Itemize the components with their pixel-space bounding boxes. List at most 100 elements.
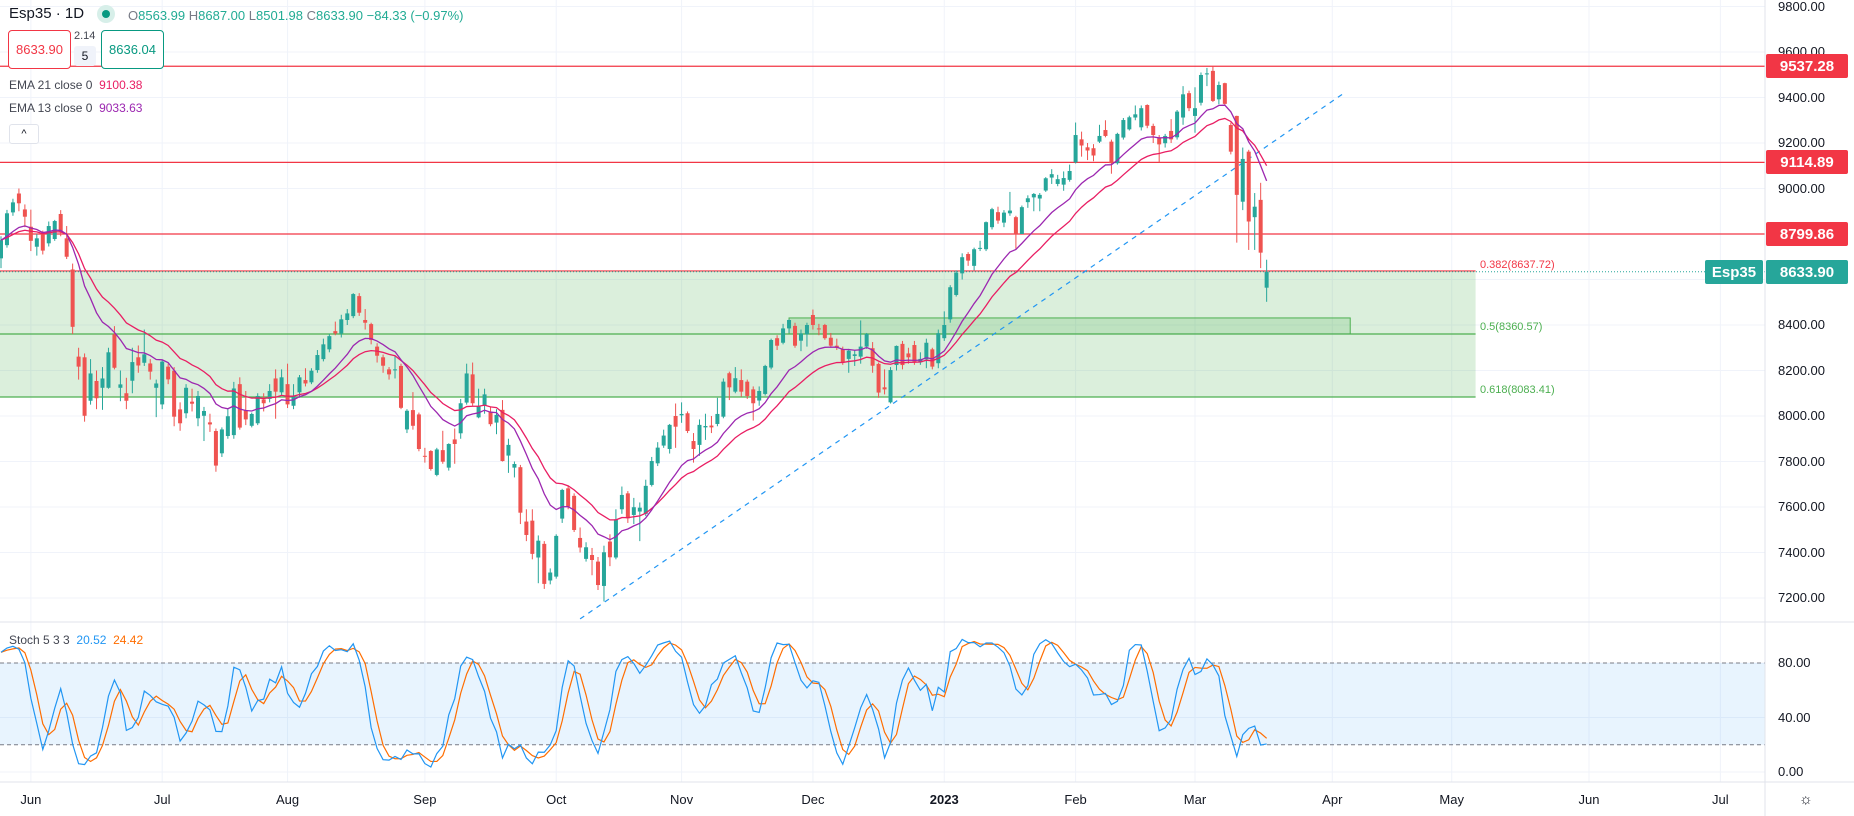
candle bbox=[793, 322, 798, 348]
ema21-line bbox=[0, 117, 1268, 521]
candle-body bbox=[613, 519, 618, 558]
candle bbox=[1049, 169, 1054, 184]
candle bbox=[440, 430, 445, 464]
candle bbox=[0, 236, 3, 269]
candle bbox=[118, 370, 123, 402]
candle-body bbox=[751, 389, 756, 404]
time-tick-label: Dec bbox=[801, 792, 825, 807]
close-label: C bbox=[306, 8, 317, 23]
candle bbox=[769, 338, 774, 370]
candle-body bbox=[709, 425, 714, 428]
candle bbox=[94, 370, 99, 410]
candle bbox=[321, 338, 326, 362]
candle-body bbox=[864, 333, 869, 347]
candle-body bbox=[1240, 158, 1245, 202]
candle bbox=[1240, 147, 1245, 211]
stochastic-pane[interactable] bbox=[0, 638, 1765, 768]
candle bbox=[315, 350, 320, 373]
candle bbox=[888, 367, 893, 404]
gear-icon[interactable]: ☼ bbox=[1799, 791, 1813, 808]
candle-body bbox=[1001, 212, 1006, 223]
candle-body bbox=[279, 377, 284, 393]
candle-body bbox=[930, 349, 935, 367]
candle bbox=[1228, 122, 1233, 155]
candle-body bbox=[404, 410, 409, 430]
candle bbox=[1127, 115, 1132, 131]
candle-body bbox=[942, 325, 947, 339]
candle-body bbox=[231, 388, 236, 436]
stoch-legend[interactable]: Stoch 5 3 3 20.52 24.42 bbox=[9, 633, 143, 647]
candle-body bbox=[148, 363, 153, 372]
candle bbox=[906, 347, 911, 364]
candle bbox=[715, 397, 720, 427]
candle-body bbox=[1175, 111, 1180, 138]
candle-body bbox=[601, 552, 606, 586]
candle-body bbox=[303, 380, 308, 384]
candle-body bbox=[249, 413, 254, 426]
quantity-field[interactable]: 5 bbox=[74, 46, 96, 66]
candle bbox=[1187, 90, 1192, 112]
sell-button[interactable]: 8633.90 bbox=[8, 30, 71, 69]
buy-button[interactable]: 8636.04 bbox=[101, 30, 164, 69]
candle-body bbox=[309, 370, 314, 383]
candle-body bbox=[1193, 108, 1197, 116]
candle-body bbox=[201, 410, 206, 416]
candle bbox=[1204, 67, 1209, 87]
candle-body bbox=[124, 393, 129, 401]
candle-body bbox=[1204, 73, 1209, 75]
candle-body bbox=[912, 345, 917, 362]
candle-body bbox=[0, 240, 3, 259]
candle-body bbox=[1252, 206, 1257, 218]
candle bbox=[1037, 193, 1042, 212]
candle-body bbox=[422, 455, 427, 457]
candle-body bbox=[363, 319, 368, 323]
candle-body bbox=[1145, 105, 1150, 126]
candle bbox=[966, 252, 971, 266]
stoch-label: Stoch 5 3 3 bbox=[9, 633, 70, 647]
candle-body bbox=[428, 451, 433, 470]
candle bbox=[393, 355, 398, 379]
candle bbox=[822, 323, 827, 340]
candle-body bbox=[1246, 151, 1251, 222]
candle bbox=[560, 488, 565, 523]
candle-body bbox=[1055, 179, 1060, 184]
candle bbox=[1055, 174, 1060, 187]
candle bbox=[333, 321, 338, 336]
candle bbox=[142, 329, 147, 366]
price-tick-label: 8400.00 bbox=[1778, 317, 1825, 332]
candle-body bbox=[381, 357, 386, 366]
candle-body bbox=[1151, 125, 1156, 136]
candle bbox=[1019, 205, 1024, 234]
candle bbox=[972, 247, 977, 271]
stoch-tick-label: 40.00 bbox=[1778, 709, 1811, 725]
candle-body bbox=[40, 234, 45, 251]
price-pane[interactable] bbox=[0, 65, 1765, 620]
candle bbox=[100, 367, 105, 410]
candle-body bbox=[70, 269, 75, 327]
candle bbox=[64, 226, 69, 260]
collapse-legend-button[interactable]: ^ bbox=[9, 124, 39, 144]
candle-body bbox=[398, 365, 403, 408]
candle bbox=[942, 311, 947, 341]
candle-body bbox=[94, 380, 99, 399]
candle-body bbox=[1067, 170, 1072, 180]
candle bbox=[339, 314, 344, 338]
candle-body bbox=[924, 342, 929, 360]
candle-body bbox=[894, 345, 899, 366]
candle-body bbox=[1097, 135, 1102, 142]
candle bbox=[1103, 120, 1108, 138]
candle-body bbox=[1043, 178, 1048, 191]
candle-body bbox=[1133, 114, 1138, 118]
candle bbox=[410, 392, 415, 430]
candle-body bbox=[966, 254, 971, 261]
ema21-legend[interactable]: EMA 21 close 0 9100.38 bbox=[9, 78, 142, 92]
last-price-tag: 8633.90 bbox=[1766, 260, 1848, 284]
symbol-title[interactable]: Esp35 · 1D bbox=[9, 5, 85, 22]
candle bbox=[810, 309, 815, 330]
ema13-legend[interactable]: EMA 13 close 0 9033.63 bbox=[9, 101, 142, 115]
candle bbox=[984, 221, 989, 252]
candle bbox=[70, 263, 75, 335]
candle-body bbox=[1037, 194, 1042, 199]
